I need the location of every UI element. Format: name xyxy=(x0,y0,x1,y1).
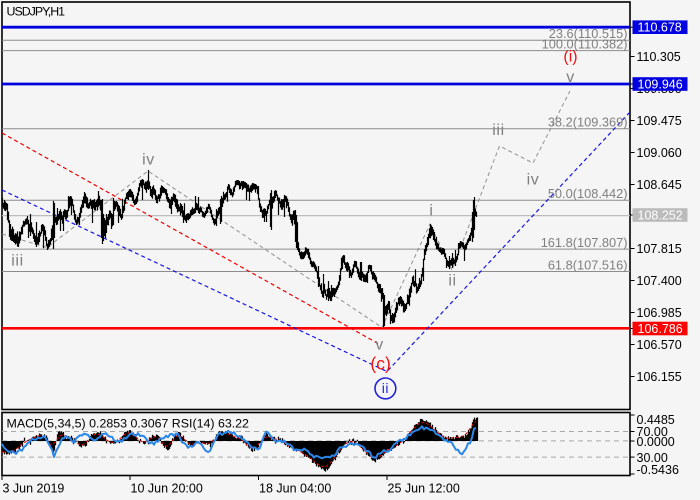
svg-text:iv: iv xyxy=(142,152,155,169)
svg-text:iii: iii xyxy=(11,253,23,270)
svg-text:30.00: 30.00 xyxy=(637,451,668,465)
svg-text:USDJPY,H1: USDJPY,H1 xyxy=(7,4,66,18)
svg-text:iii: iii xyxy=(492,122,504,139)
svg-text:ii: ii xyxy=(382,380,389,396)
svg-text:ii: ii xyxy=(448,273,456,290)
svg-text:110.305: 110.305 xyxy=(637,50,681,64)
svg-text:i: i xyxy=(429,202,433,219)
svg-text:106.155: 106.155 xyxy=(637,370,682,384)
svg-text:v: v xyxy=(375,337,384,354)
svg-text:107.400: 107.400 xyxy=(637,274,682,288)
svg-text:38.2(109.369): 38.2(109.369) xyxy=(548,115,628,130)
svg-text:108.252: 108.252 xyxy=(638,208,683,222)
svg-text:110.678: 110.678 xyxy=(638,21,682,35)
svg-text:100.0(110.382): 100.0(110.382) xyxy=(542,36,628,51)
svg-text:106.786: 106.786 xyxy=(638,322,683,336)
svg-text:18 Jun 04:00: 18 Jun 04:00 xyxy=(259,481,331,495)
svg-text:25 Jun 12:00: 25 Jun 12:00 xyxy=(388,481,460,495)
svg-text:61.8(107.516): 61.8(107.516) xyxy=(548,257,628,272)
svg-text:106.985: 106.985 xyxy=(637,306,682,320)
svg-text:(i): (i) xyxy=(563,49,577,66)
svg-text:108.645: 108.645 xyxy=(637,178,682,192)
svg-text:iv: iv xyxy=(527,172,540,189)
svg-text:106.570: 106.570 xyxy=(637,338,682,352)
svg-text:107.815: 107.815 xyxy=(637,242,682,256)
svg-text:3 Jun 2019: 3 Jun 2019 xyxy=(3,481,65,495)
svg-text:MACD(5,34,5) 0.2853 0.3067 RSI: MACD(5,34,5) 0.2853 0.3067 RSI(14) 63.22 xyxy=(7,417,250,431)
svg-text:70.00: 70.00 xyxy=(637,425,668,439)
svg-text:0.0000: 0.0000 xyxy=(637,435,675,449)
svg-text:109.946: 109.946 xyxy=(638,77,683,91)
svg-text:0.4485: 0.4485 xyxy=(637,413,675,427)
svg-text:-0.5436: -0.5436 xyxy=(637,463,679,477)
svg-text:(c): (c) xyxy=(370,354,390,374)
svg-text:161.8(107.807): 161.8(107.807) xyxy=(541,235,628,250)
svg-text:109.475: 109.475 xyxy=(637,114,682,128)
svg-text:109.060: 109.060 xyxy=(637,146,682,160)
svg-text:50.0(108.442): 50.0(108.442) xyxy=(548,186,628,201)
svg-text:10 Jun 20:00: 10 Jun 20:00 xyxy=(131,481,203,495)
svg-text:v: v xyxy=(566,69,575,86)
svg-text:23.6(110.515): 23.6(110.515) xyxy=(549,26,628,41)
